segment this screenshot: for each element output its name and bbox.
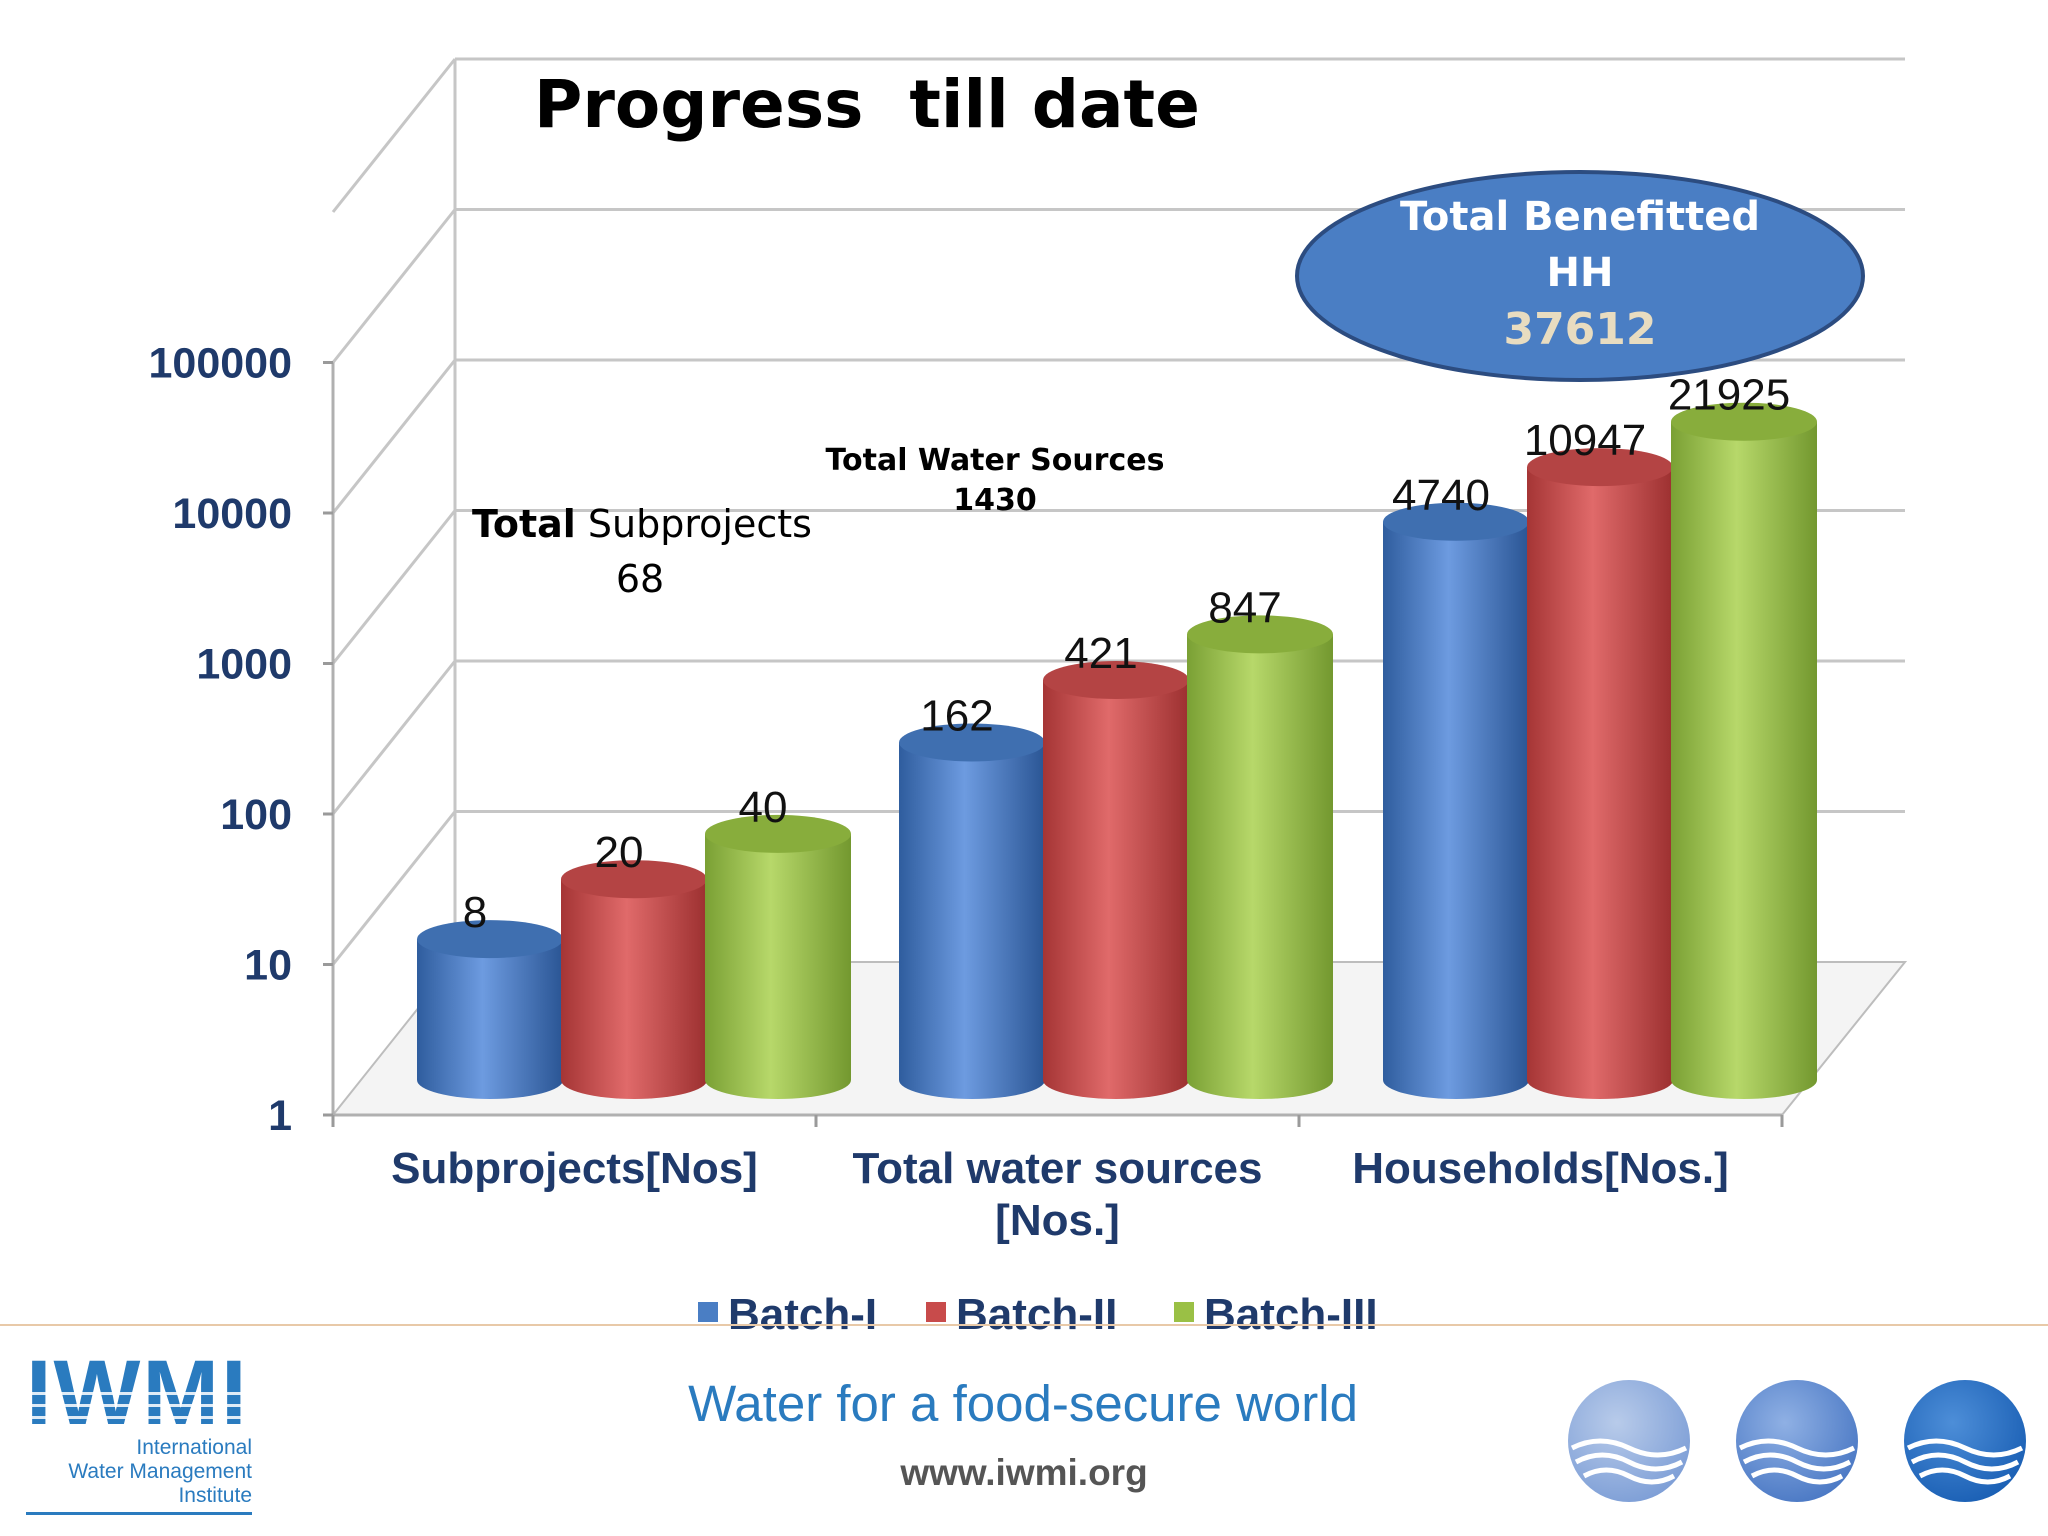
bar-top [1187,615,1333,654]
value-label: 847 [1208,583,1281,632]
x-category-label: Subprojects[Nos] [391,1144,758,1193]
legend-label: Batch-III [1204,1290,1378,1330]
legend: Batch-I Batch-II Batch-III [698,1290,1378,1330]
legend-label: Batch-I [728,1290,877,1330]
bar-top [705,814,851,853]
gridline-side [331,208,457,364]
bar [417,920,563,1099]
bar-top [1527,448,1673,487]
y-tick-label: 100000 [149,340,293,388]
water-annotation-value: 1430 [953,483,1037,518]
bar [1527,448,1673,1100]
bar-body [1383,521,1529,1099]
y-tick-label: 10000 [172,490,292,538]
gridline-side [331,509,457,665]
value-label: 10947 [1524,416,1646,465]
bar-body [1671,421,1817,1099]
value-label: 8 [463,888,487,937]
callout-line1: Total Benefitted [1400,194,1760,240]
bar-top [561,860,707,899]
footer-divider [0,1324,2048,1326]
bar-body [1187,634,1333,1099]
legend-swatch [698,1302,718,1322]
x-category-label: [Nos.] [995,1196,1120,1245]
benefitted-callout: Total Benefitted HH 37612 [1295,170,1865,382]
subprojects-annotation-rest: Subprojects [576,502,812,546]
bar-body [705,833,851,1099]
legend-swatch [1174,1302,1194,1322]
gridline-side [331,58,457,213]
subprojects-annotation: Total Subprojects [472,502,812,546]
callout-value: 37612 [1503,304,1656,355]
logo-mark: IWMI [26,1347,256,1439]
y-tick-label: 1 [268,1092,292,1140]
bar-body [1527,467,1673,1100]
page-title: Progress till date [534,66,1200,143]
bar [899,723,1045,1099]
logo-rule [26,1512,252,1515]
callout-line2: HH [1547,250,1614,296]
water-globe-icon [1904,1380,2026,1502]
legend-item: Batch-I [698,1290,877,1330]
website-url[interactable]: www.iwmi.org [900,1452,1148,1493]
legend-item: Batch-II [926,1290,1117,1330]
water-globe-icon [1568,1380,1690,1502]
y-tick-label: 100 [220,791,292,839]
value-label: 421 [1064,629,1137,678]
bar [1187,615,1333,1099]
y-tick-label: 10 [244,942,292,990]
subprojects-annotation-value: 68 [616,557,664,601]
value-label: 21925 [1668,371,1790,420]
legend-label: Batch-II [956,1290,1117,1330]
bar-body [417,939,563,1099]
x-axis-categories: Subprojects[Nos] Total water sources[Nos.… [331,1115,1784,1245]
bar-body [561,879,707,1099]
bar [1671,402,1817,1099]
bar-top [899,723,1045,762]
bar-top [1383,502,1529,541]
value-label: 40 [739,783,788,832]
bar-top [1043,661,1189,700]
gridline-side [331,359,457,514]
value-label: 20 [595,828,644,877]
bar-body [899,742,1045,1099]
value-labels: 8 20 40 162 421 847 4740 10947 21925 [463,371,1790,937]
legend-item: Batch-III [1174,1290,1378,1330]
gridline-side [331,660,457,815]
bar [561,860,707,1099]
value-label: 4740 [1392,471,1490,520]
bar-top [417,920,563,959]
logo-line2: Water Management [68,1460,252,1483]
bar [1383,502,1529,1099]
value-label: 162 [920,691,993,740]
water-annotation: Total Water Sources [826,443,1165,478]
bar-body [1043,680,1189,1099]
bar-top [1671,402,1817,441]
water-globe-icon [1736,1380,1858,1502]
callout-ellipse [1295,170,1865,382]
bars [417,402,1817,1100]
x-category-label: Households[Nos.] [1352,1144,1728,1193]
x-category-label: Total water sources [853,1144,1263,1193]
logo-line3: Institute [178,1484,252,1507]
tagline-text: Water for a food-secure world [688,1375,1358,1432]
chart: 1 10 100 1000 10000 100000 8 20 40 162 421 847 4740… [149,57,1908,1330]
iwmi-logo: IWMI International Water Management Inst… [26,1347,256,1515]
gridline-side [331,810,457,966]
y-tick-label: 1000 [196,641,292,689]
legend-swatch [926,1302,946,1322]
subprojects-annotation-bold: Total [472,502,576,546]
y-axis-ticks: 1 10 100 1000 10000 100000 [149,340,333,1140]
bar [1043,661,1189,1099]
tagline: Water for a food-secure world [0,1374,2048,1433]
bar [705,814,851,1099]
logo-line1: International [136,1436,252,1459]
